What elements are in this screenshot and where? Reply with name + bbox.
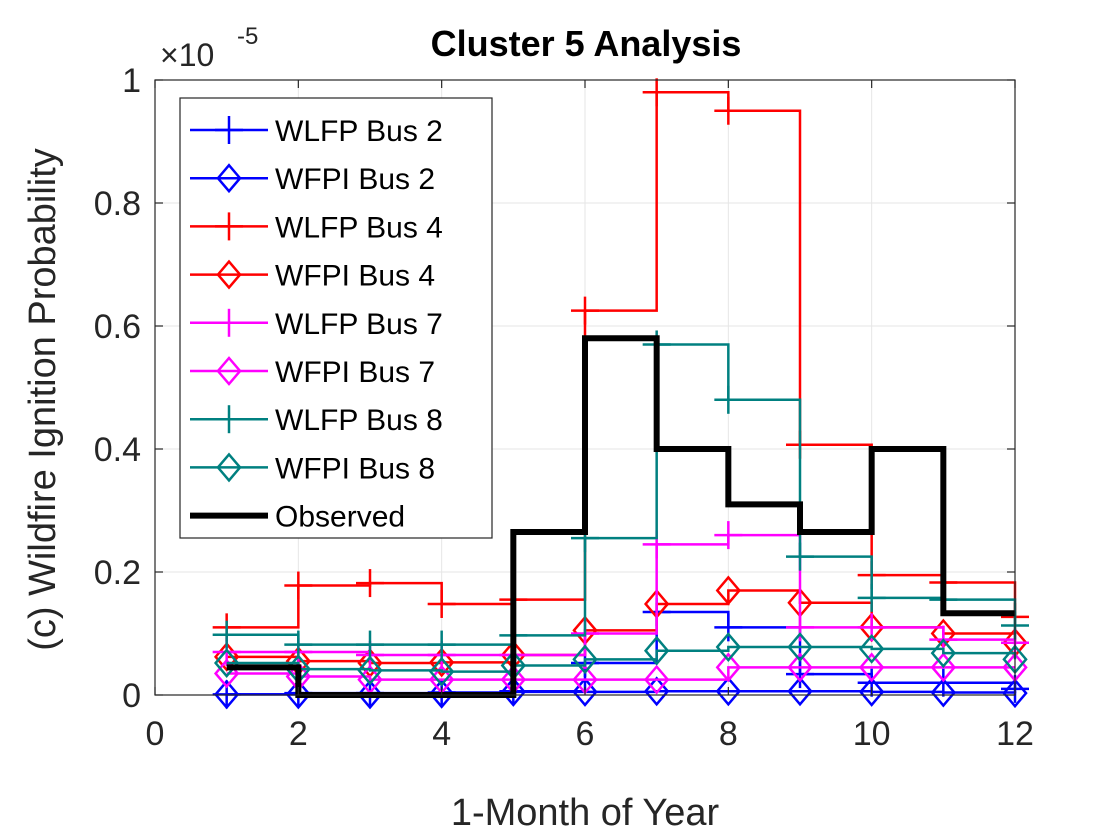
diamond-marker: [643, 676, 670, 707]
legend-item: WLFP Bus 7: [190, 308, 443, 341]
y-tick-label: 0.8: [94, 185, 141, 223]
diamond-marker: [643, 635, 670, 666]
legend-label: WFPI Bus 4: [275, 260, 435, 293]
diamond-marker: [715, 652, 742, 683]
plus-marker: [356, 630, 384, 659]
diamond-marker: [216, 452, 242, 483]
diamond-marker: [213, 679, 240, 710]
plus-marker: [714, 96, 743, 125]
y-tick-label: 0.2: [94, 554, 141, 592]
x-tick-label: 12: [996, 715, 1034, 753]
chart-title: Cluster 5 Analysis: [431, 23, 742, 64]
plus-marker: [427, 589, 456, 618]
diamond-marker: [930, 638, 957, 669]
plus-marker: [786, 613, 814, 642]
legend-label: Observed: [275, 501, 405, 534]
x-axis-label: 1-Month of Year: [451, 792, 720, 834]
legend-item: WLFP Bus 8: [190, 404, 443, 437]
x-tick-label: 8: [719, 715, 738, 753]
legend-item: WFPI Bus 7: [190, 356, 435, 389]
legend-item: WFPI Bus 2: [190, 163, 435, 196]
diamond-marker: [357, 679, 383, 710]
diamond-marker: [357, 655, 383, 686]
x-tick-label: 0: [146, 715, 165, 753]
diamond-marker: [216, 356, 242, 386]
legend-label: WFPI Bus 2: [275, 163, 435, 196]
legend-box: [179, 97, 493, 539]
diamond-marker: [787, 652, 813, 683]
diamond-marker: [715, 676, 742, 707]
legend-label: WLFP Bus 7: [275, 308, 443, 341]
x-tick-label: 2: [289, 715, 308, 753]
plus-marker: [714, 613, 743, 642]
plus-marker: [212, 620, 241, 649]
plus-marker: [714, 521, 743, 550]
diamond-marker: [930, 677, 957, 708]
legend-item: WLFP Bus 4: [190, 211, 443, 244]
x-tick-label: 6: [576, 715, 595, 753]
legend-item: WFPI Bus 8: [190, 452, 435, 485]
plus-marker: [857, 583, 886, 612]
ticks: 0 2 4 6 8 10 12 0 0.2 0.4 0.6 0.8 1: [94, 62, 1034, 753]
plus-marker: [427, 630, 456, 659]
diamond-marker: [1002, 678, 1028, 709]
diamond-marker: [285, 679, 312, 710]
legend-item: Observed: [190, 501, 405, 534]
plus-marker: [284, 571, 313, 600]
y-tick-label: 0.6: [94, 308, 141, 346]
legend-label: WFPI Bus 8: [275, 452, 435, 485]
diamond-marker: [787, 632, 813, 662]
legend-label: WLFP Bus 8: [275, 404, 443, 437]
legend-label: WLFP Bus 2: [275, 115, 443, 148]
diamond-marker: [428, 656, 455, 687]
diamond-marker: [930, 652, 957, 683]
series-wfpi-bus-8: [213, 632, 1028, 687]
y-axis-label: (c) Wildfire Ignition Probability: [22, 148, 64, 651]
diamond-marker: [216, 259, 242, 290]
diamond-marker: [715, 575, 742, 606]
series-line: [226, 645, 1017, 673]
plus-marker: [284, 630, 313, 659]
plus-marker: [786, 542, 814, 571]
diamond-marker: [643, 664, 670, 695]
legend-label: WFPI Bus 7: [275, 356, 435, 389]
y-exponent-power: -5: [237, 23, 258, 50]
x-tick-label: 10: [853, 715, 891, 753]
legend: WLFP Bus 2 WFPI Bus 2 WLFP Bus 4 WFPI Bus 4…: [179, 97, 493, 539]
plus-marker: [215, 405, 243, 434]
y-tick-label: 0: [122, 677, 141, 715]
plus-marker: [215, 308, 243, 337]
plus-marker: [215, 116, 243, 144]
plus-marker: [642, 78, 671, 107]
x-tick-label: 4: [432, 715, 451, 753]
series-line: [226, 666, 1015, 681]
diamond-marker: [858, 652, 885, 683]
legend-label: WLFP Bus 4: [275, 211, 443, 244]
diamond-marker: [572, 676, 598, 707]
diamond-marker: [715, 632, 742, 662]
diamond-marker: [787, 676, 813, 707]
plus-marker: [356, 569, 384, 598]
plus-marker: [714, 385, 743, 414]
diamond-marker: [500, 676, 527, 707]
diamond-marker: [213, 648, 240, 678]
y-tick-label: 0.4: [94, 431, 141, 469]
diamond-marker: [216, 163, 242, 194]
y-tick-label: 1: [122, 62, 141, 100]
diamond-marker: [428, 678, 455, 709]
diamond-marker: [572, 644, 598, 675]
plus-marker: [786, 660, 814, 689]
plus-marker: [215, 212, 243, 241]
y-exponent-prefix: ×10: [160, 37, 214, 73]
plus-marker: [571, 296, 599, 325]
diamond-marker: [858, 633, 885, 664]
diamond-marker: [858, 676, 885, 707]
legend-item: WLFP Bus 2: [190, 115, 443, 148]
diamond-marker: [428, 647, 455, 678]
legend-item: WFPI Bus 4: [190, 260, 435, 293]
